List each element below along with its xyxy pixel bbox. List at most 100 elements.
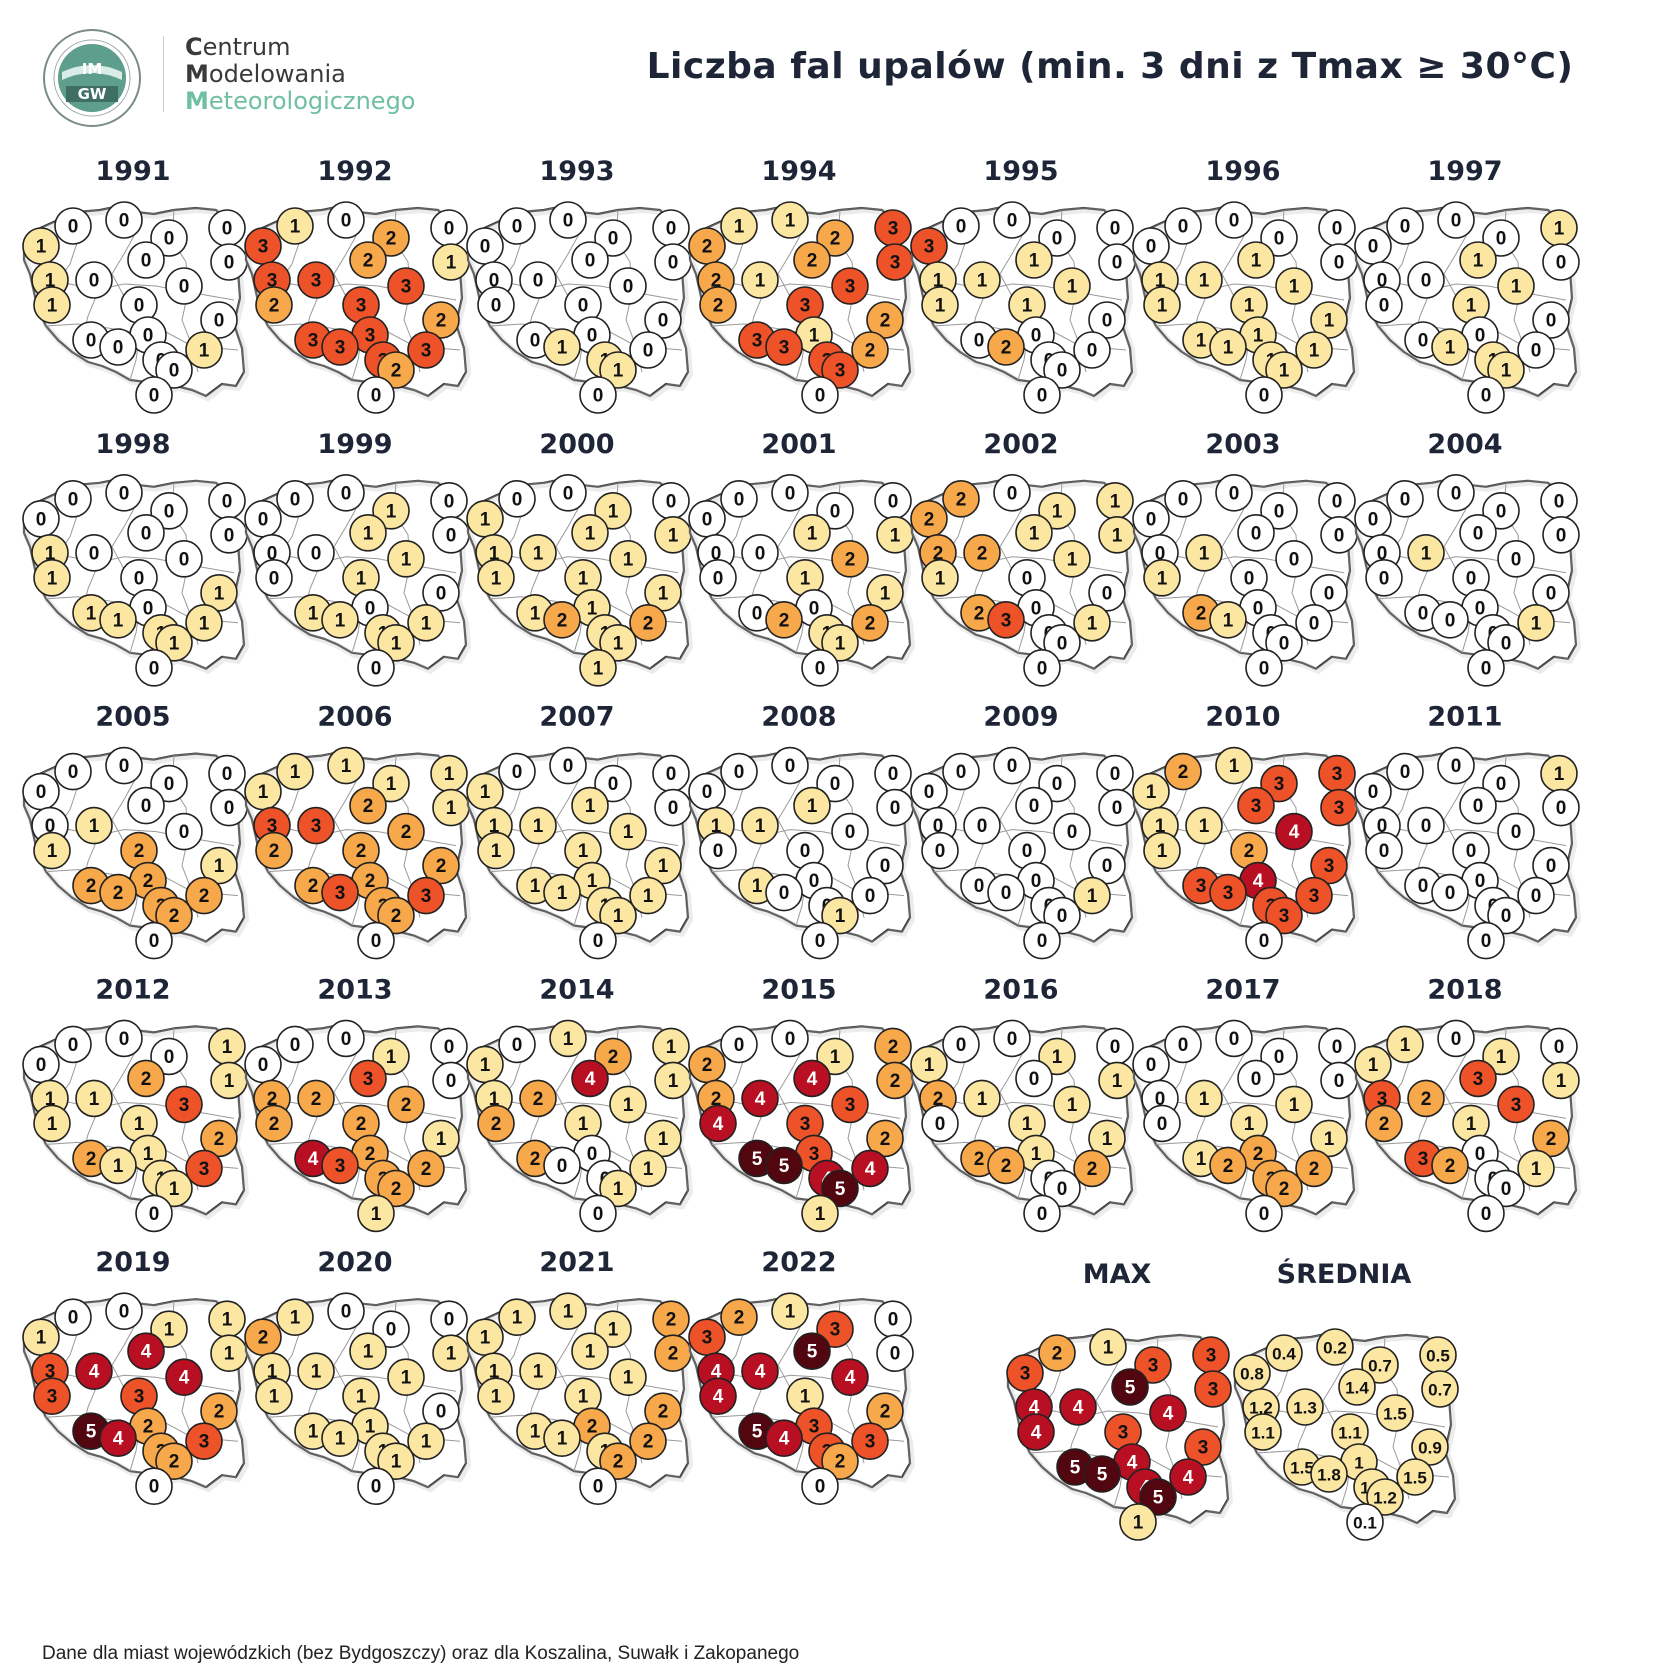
station-circle (1437, 201, 1475, 239)
station-value: 0 (1289, 549, 1300, 570)
station-marker: 0 (498, 752, 536, 791)
station-value: 1 (1400, 1035, 1411, 1056)
station-circle (609, 267, 647, 305)
station-value: 0 (134, 568, 145, 589)
station-circle (1482, 764, 1520, 803)
station-value: 0 (845, 822, 856, 843)
station-marker: 1 (372, 764, 410, 803)
station-circle (771, 473, 809, 512)
station-circle (1542, 515, 1580, 554)
station-circle (1053, 539, 1091, 578)
station-marker: 1 (1517, 1149, 1555, 1188)
station-circle (1245, 921, 1283, 960)
station-circle (921, 558, 959, 597)
station-circle (571, 1059, 609, 1098)
logo-badge-top: IM (82, 60, 103, 78)
station-marker: 0 (1043, 1169, 1081, 1208)
station-circle (377, 351, 415, 389)
station-circle (105, 201, 143, 239)
station-circle (1038, 219, 1076, 257)
station-value: 1 (335, 610, 346, 631)
map-body: 00111413443322542320 (22, 1292, 250, 1505)
station-value: 1 (444, 764, 455, 785)
station-value: 0 (290, 489, 301, 510)
station-value: 1 (585, 796, 596, 817)
station-value: 3 (1206, 1346, 1217, 1367)
station-circle (150, 1310, 188, 1348)
station-value: 3 (311, 271, 322, 292)
station-value: 2 (845, 549, 856, 570)
station-value: 2 (491, 1114, 502, 1135)
station-circle (387, 1085, 425, 1124)
station-value: 1 (1110, 491, 1121, 512)
station-circle (477, 286, 515, 324)
station-value: 0 (734, 489, 745, 510)
station-marker: 0 (942, 752, 980, 791)
station-value: 0 (974, 331, 985, 352)
station-marker: 4 (1169, 1458, 1207, 1496)
station-marker: 0 (54, 1025, 92, 1064)
station-marker: 1 (571, 513, 609, 552)
station-marker: 4 (1059, 1388, 1097, 1426)
station-circle (33, 1104, 71, 1143)
map-1999: 199900100100010100111110 (244, 429, 472, 687)
station-value: 1 (563, 1029, 574, 1050)
station-circle (1053, 267, 1091, 305)
station-marker: 1.1 (1244, 1413, 1282, 1451)
station-circle (1517, 876, 1555, 915)
station-value: 0 (179, 822, 190, 843)
station-circle (1073, 603, 1111, 642)
station-marker: 1 (1096, 481, 1134, 520)
station-marker: 0 (874, 754, 912, 793)
station-value: 1 (1531, 1159, 1542, 1180)
station-marker: 0 (244, 1045, 282, 1084)
station-value: 2 (258, 1328, 269, 1349)
station-circle (549, 746, 587, 785)
station-circle (1185, 533, 1223, 572)
station-circle (1487, 1169, 1525, 1208)
station-circle (155, 623, 193, 662)
map-2019: 201900111413443322542320 (22, 1247, 250, 1505)
station-marker: 1 (793, 786, 831, 825)
station-circle (1421, 1370, 1459, 1408)
station-value: 0 (1251, 523, 1262, 544)
station-marker: 3 (120, 1377, 158, 1415)
station-marker: 0 (357, 921, 395, 960)
station-marker: 5 (793, 1332, 831, 1370)
station-circle (1209, 328, 1247, 366)
station-circle (349, 513, 387, 552)
station-value: 0 (666, 764, 677, 785)
station-marker: 2 (688, 227, 726, 265)
station-value: 2 (530, 1149, 541, 1170)
station-value: 1 (585, 1342, 596, 1363)
station-value: 1 (421, 613, 432, 634)
station-circle (1346, 1503, 1384, 1541)
station-value: 1 (1289, 277, 1300, 298)
map-2021: 202111121121111122111220 (466, 1247, 694, 1505)
station-value: 1 (421, 1432, 432, 1453)
station-circle (1143, 558, 1181, 597)
station-circle (349, 1332, 387, 1370)
station-value: 5 (752, 1422, 763, 1443)
station-value: 2 (613, 1452, 624, 1473)
station-marker: 0 (1354, 227, 1392, 265)
station-marker: 0 (1467, 648, 1505, 687)
station-marker: 0 (1437, 473, 1475, 512)
map-title: 1993 (539, 156, 614, 187)
station-value: 1 (169, 1179, 180, 1200)
station-value: 1 (290, 1308, 301, 1329)
station-circle (801, 921, 839, 960)
station-value: 1 (933, 271, 944, 292)
station-value: 0 (371, 658, 382, 679)
station-value: 0 (809, 871, 820, 892)
station-circle (921, 831, 959, 870)
station-marker: 3 (1184, 1428, 1222, 1466)
station-marker: 1 (519, 806, 557, 845)
station-circle (851, 1149, 889, 1188)
station-circle (422, 301, 460, 339)
station-value: 0 (164, 774, 175, 795)
station-circle (1532, 301, 1570, 339)
station-circle (1038, 491, 1076, 530)
station-circle (1015, 786, 1053, 825)
station-value: 0 (1102, 311, 1113, 332)
